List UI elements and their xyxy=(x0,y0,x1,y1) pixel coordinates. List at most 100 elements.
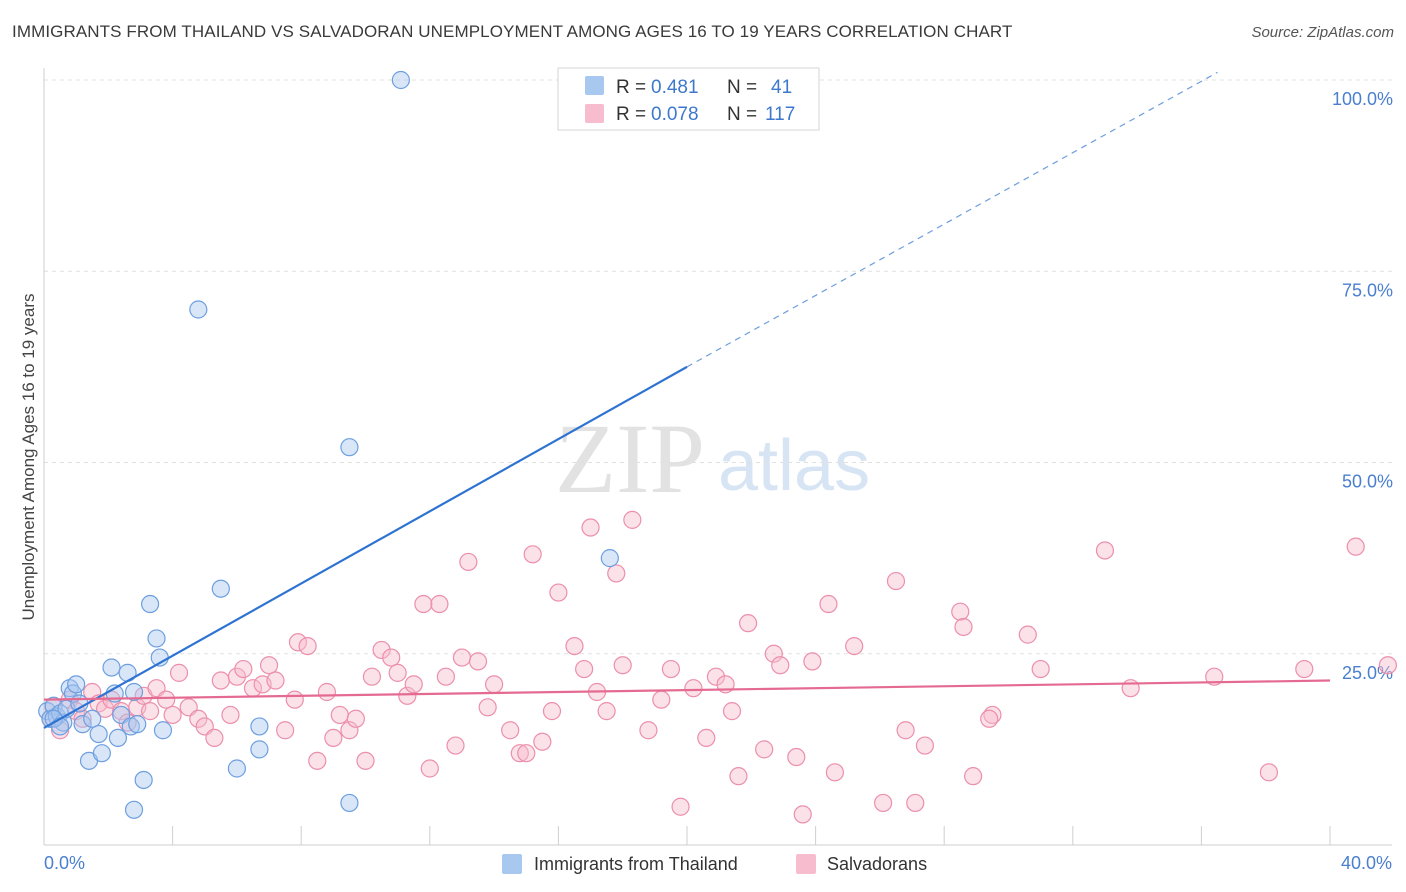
point-salvadoran xyxy=(1121,679,1140,698)
point-salvadoran xyxy=(623,510,642,529)
point-salvadoran xyxy=(163,705,182,725)
trend-line-thailand xyxy=(43,365,688,729)
point-salvadoran xyxy=(420,759,439,778)
point-salvadoran xyxy=(954,617,973,637)
y-axis-label: Unemployment Among Ages 16 to 19 years xyxy=(19,294,38,621)
point-salvadoran xyxy=(906,793,925,813)
point-thailand xyxy=(50,717,70,736)
point-thailand xyxy=(67,675,86,694)
legend-label-thailand: Immigrants from Thailand xyxy=(534,854,738,874)
point-thailand xyxy=(134,770,153,790)
point-salvadoran xyxy=(845,636,864,656)
point-thailand xyxy=(128,715,147,734)
point-salvadoran xyxy=(738,614,758,633)
point-salvadoran xyxy=(729,767,748,786)
point-thailand xyxy=(153,721,173,740)
source-credit: Source: ZipAtlas.com xyxy=(1251,24,1394,41)
point-salvadoran xyxy=(771,656,790,675)
stats-r-label-pink: R = xyxy=(616,104,646,125)
trend-line-thailand-extension xyxy=(686,71,1218,368)
point-thailand xyxy=(108,728,128,748)
point-salvadoran xyxy=(549,583,568,602)
legend-swatch-salvadorans xyxy=(796,854,816,874)
point-salvadoran xyxy=(169,663,189,682)
point-salvadoran xyxy=(298,636,317,656)
point-thailand xyxy=(83,709,102,728)
point-salvadoran xyxy=(346,709,365,728)
point-salvadoran xyxy=(964,767,983,786)
point-salvadoran xyxy=(510,744,529,763)
point-salvadoran xyxy=(706,667,726,686)
series-salvadorans xyxy=(41,510,1397,824)
point-salvadoran xyxy=(404,675,423,694)
x-ticks xyxy=(172,826,1331,845)
point-thailand xyxy=(340,438,359,457)
point-salvadoran xyxy=(542,702,562,721)
point-salvadoran xyxy=(436,667,455,686)
legend-swatch-thailand xyxy=(502,854,522,874)
point-salvadoran xyxy=(764,644,783,663)
point-thailand xyxy=(211,579,230,598)
stats-r-value-blue: 0.481 xyxy=(651,77,699,98)
point-salvadoran xyxy=(452,648,472,667)
point-salvadoran xyxy=(211,671,230,690)
point-salvadoran xyxy=(523,545,542,564)
point-salvadoran xyxy=(825,763,844,782)
point-salvadoran xyxy=(414,594,433,614)
point-salvadoran xyxy=(340,721,359,740)
chart-title: IMMIGRANTS FROM THAILAND VS SALVADORAN U… xyxy=(12,22,1013,41)
point-salvadoran xyxy=(1378,656,1397,675)
point-thailand xyxy=(102,658,121,677)
series-immigrants-from-thailand xyxy=(38,70,619,819)
point-salvadoran xyxy=(459,552,478,572)
point-salvadoran xyxy=(1259,763,1279,782)
point-thailand xyxy=(92,744,111,763)
point-salvadoran xyxy=(372,640,391,660)
point-salvadoran xyxy=(1346,537,1365,556)
stats-n-value-blue: 41 xyxy=(771,77,792,98)
point-salvadoran xyxy=(356,751,375,770)
point-thailand xyxy=(250,717,269,736)
point-salvadoran xyxy=(398,686,417,705)
point-thailand xyxy=(89,724,108,744)
trend-lines xyxy=(43,71,1331,729)
stats-swatch-pink xyxy=(585,104,604,123)
legend: Immigrants from Thailand Salvadorans xyxy=(502,854,927,874)
watermark-zip: ZIP xyxy=(555,403,705,514)
point-salvadoran xyxy=(793,805,812,824)
y-tick-label: 100.0% xyxy=(1332,89,1393,109)
point-salvadoran xyxy=(73,709,92,728)
point-thailand xyxy=(250,740,269,759)
point-salvadoran xyxy=(1095,541,1115,560)
point-salvadoran xyxy=(221,705,240,725)
point-salvadoran xyxy=(639,721,658,740)
point-salvadoran xyxy=(1018,625,1037,644)
point-salvadoran xyxy=(478,698,497,717)
point-thailand xyxy=(600,549,619,568)
stats-box: R = 0.481 N = 41 R = 0.078 N = 117 xyxy=(557,67,820,131)
point-salvadoran xyxy=(266,671,285,690)
axes xyxy=(43,68,1392,846)
point-salvadoran xyxy=(607,564,626,583)
point-salvadoran xyxy=(575,659,594,679)
stats-swatch-blue xyxy=(585,76,604,95)
point-salvadoran xyxy=(755,740,774,759)
point-salvadoran xyxy=(1295,659,1314,679)
stats-n-value-pink: 117 xyxy=(765,104,795,125)
x-tick-label-max: 40.0% xyxy=(1341,853,1392,873)
point-salvadoran xyxy=(671,797,690,816)
point-salvadoran xyxy=(819,594,838,614)
point-salvadoran xyxy=(317,682,337,702)
y-tick-labels: 25.0%50.0%75.0%100.0% xyxy=(1332,89,1393,683)
stats-r-value-pink: 0.078 xyxy=(651,104,699,125)
x-tick-label-min: 0.0% xyxy=(44,853,85,873)
point-salvadoran xyxy=(140,702,160,721)
stats-r-label-blue: R = xyxy=(616,77,646,98)
point-salvadoran xyxy=(285,690,304,709)
point-salvadoran xyxy=(382,648,401,667)
stats-n-label-blue: N = xyxy=(727,77,757,98)
point-salvadoran xyxy=(517,744,536,763)
point-salvadoran xyxy=(661,659,681,679)
point-thailand xyxy=(140,594,160,614)
